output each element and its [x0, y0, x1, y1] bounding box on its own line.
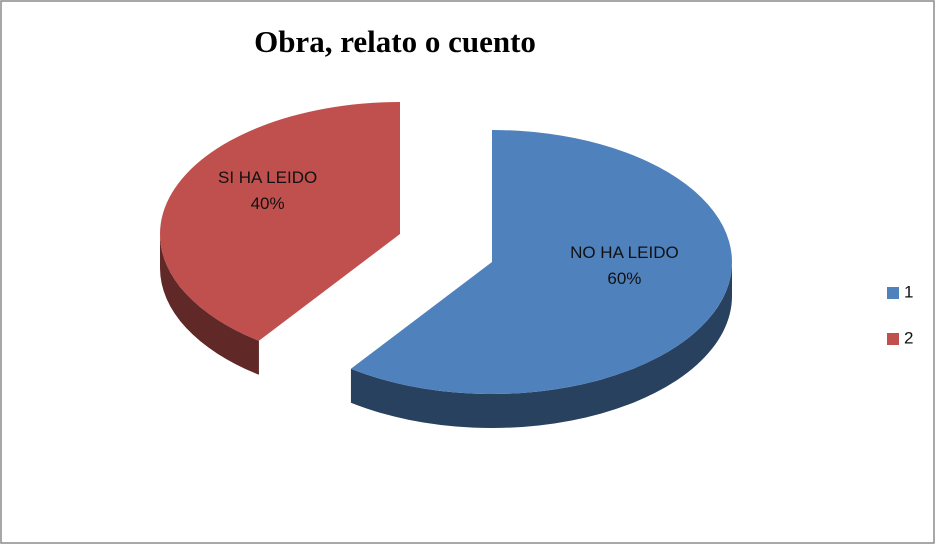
pie-slice [350, 130, 732, 394]
data-label-name: NO HA LEIDO [570, 243, 679, 262]
pie-slice [159, 102, 400, 341]
data-label-value: 60% [607, 269, 641, 288]
pie-slice-side [350, 262, 732, 429]
legend-swatch [887, 287, 899, 299]
legend-label: 2 [904, 328, 913, 347]
data-label-name: SI HA LEIDO [218, 168, 317, 187]
pie-slice-side [160, 234, 259, 375]
data-label-value: 40% [251, 194, 285, 213]
legend-swatch [887, 333, 899, 345]
legend-label: 1 [904, 282, 913, 301]
chart-title: Obra, relato o cuento [254, 24, 536, 59]
